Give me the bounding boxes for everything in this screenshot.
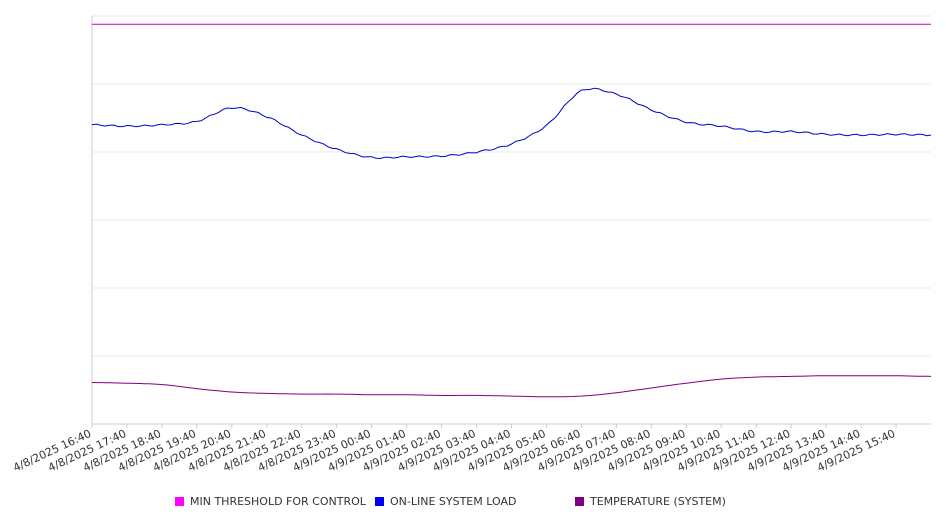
series-lines <box>91 23 932 398</box>
grid <box>92 15 931 357</box>
series-line-on-line-system-load <box>91 87 932 160</box>
legend-swatch <box>575 497 584 506</box>
series-line-temperature-system <box>91 375 932 398</box>
legend-label: ON-LINE SYSTEM LOAD <box>390 495 516 508</box>
legend-swatch <box>375 497 384 506</box>
legend-label: MIN THRESHOLD FOR CONTROL <box>190 495 367 508</box>
x-tick-labels: 4/8/2025 16:404/8/2025 17:404/8/2025 18:… <box>11 424 897 474</box>
legend: MIN THRESHOLD FOR CONTROL ON-LINE SYSTEM … <box>175 495 726 508</box>
legend-label: TEMPERATURE (SYSTEM) <box>589 495 726 508</box>
legend-swatch <box>175 497 184 506</box>
